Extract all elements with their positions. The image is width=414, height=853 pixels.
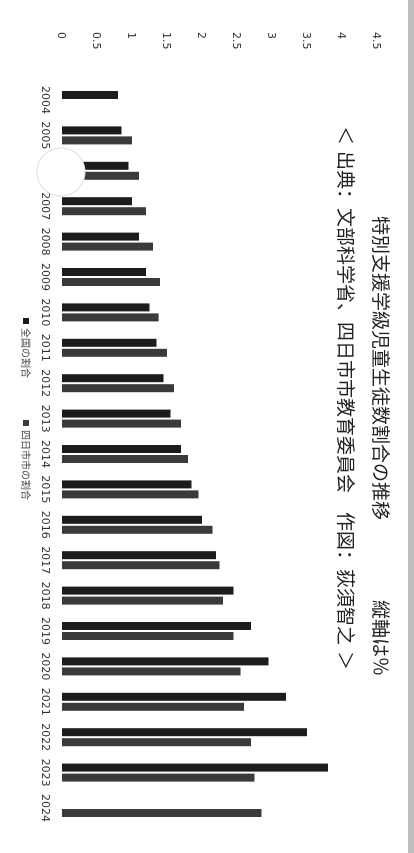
y-tick-label: 3.5 <box>300 32 313 50</box>
bar-yokkaichi <box>62 207 146 216</box>
x-tick-label: 2005 <box>39 121 52 149</box>
bar-yokkaichi <box>62 384 174 393</box>
y-tick-label: 1 <box>125 32 138 39</box>
bar-national <box>62 657 269 666</box>
x-tick-label: 2022 <box>39 723 52 751</box>
bar-national <box>62 197 132 206</box>
bar-yokkaichi <box>62 525 213 534</box>
x-tick-label: 2011 <box>39 334 52 362</box>
x-tick-label: 2020 <box>39 652 52 680</box>
bar-national <box>62 268 146 276</box>
bar-yokkaichi <box>62 455 188 463</box>
y-tick-label: 3 <box>265 32 278 39</box>
bar-group <box>62 91 328 817</box>
x-tick-label: 2015 <box>39 475 52 503</box>
bar-yokkaichi <box>62 738 251 747</box>
x-tick-label: 2017 <box>39 546 52 574</box>
y-tick-label: 2 <box>195 32 208 39</box>
y-tick-label: 4.5 <box>370 32 383 50</box>
bar-yokkaichi <box>62 702 244 711</box>
bar-national <box>62 763 328 772</box>
y-tick-label: 4 <box>335 32 348 39</box>
bar-national <box>62 551 216 560</box>
bar-national <box>62 409 171 418</box>
bar-national <box>62 445 181 453</box>
blur-artifact <box>36 147 86 197</box>
bar-national <box>62 515 202 524</box>
bar-national <box>62 480 192 489</box>
x-tick-label: 2010 <box>39 298 52 326</box>
x-tick-label: 2009 <box>39 263 52 291</box>
y-tick-label: 2.5 <box>230 32 243 50</box>
chart-title-suffix: 縦軸は％ <box>369 600 391 676</box>
chart-subtitle: ＜ 出典：文部科学省、四日市市教育委員会 作図：荻須智之 ＞ <box>334 126 356 670</box>
legend-label-yokkaichi: 四日市市の割合 <box>19 430 32 500</box>
x-tick-label: 2014 <box>39 440 52 468</box>
y-tick-label: 1.5 <box>160 32 173 50</box>
legend-swatch-yokkaichi <box>23 420 29 426</box>
bar-yokkaichi <box>62 313 159 322</box>
chart-title: 特別支援学級児童生徒数割合の推移 <box>369 216 391 520</box>
bar-yokkaichi <box>62 490 199 499</box>
bar-national <box>62 91 118 99</box>
x-tick-label: 2023 <box>39 759 52 787</box>
bar-yokkaichi <box>62 348 167 357</box>
x-axis: 2004 2005 2007 2008 2009 2010 2011 2012 2013 2014… <box>39 86 52 822</box>
bar-national <box>62 126 122 135</box>
legend-swatch-national <box>23 318 29 324</box>
bar-yokkaichi <box>62 773 255 782</box>
x-tick-label: 2013 <box>39 405 52 433</box>
x-tick-label: 2021 <box>39 688 52 716</box>
bar-yokkaichi <box>62 809 262 817</box>
bar-national <box>62 622 251 630</box>
x-tick-label: 2019 <box>39 617 52 645</box>
bar-yokkaichi <box>62 242 153 251</box>
x-tick-label: 2018 <box>39 582 52 610</box>
y-tick-label: 0.5 <box>90 32 103 50</box>
bar-national <box>62 586 234 595</box>
bar-national <box>62 374 164 383</box>
y-tick-label: 0 <box>55 32 68 39</box>
x-tick-label: 2004 <box>39 86 52 114</box>
x-tick-label: 2007 <box>39 192 52 220</box>
bar-national <box>62 692 286 701</box>
bar-yokkaichi <box>62 667 241 676</box>
bar-yokkaichi <box>62 561 220 570</box>
bar-yokkaichi <box>62 419 181 428</box>
bar-national <box>62 303 150 312</box>
bar-national <box>62 232 139 241</box>
x-tick-label: 2008 <box>39 228 52 256</box>
x-tick-label: 2016 <box>39 511 52 539</box>
bar-yokkaichi <box>62 596 223 605</box>
paper-shadow <box>408 0 414 853</box>
bar-yokkaichi <box>62 632 234 640</box>
bar-national <box>62 338 157 347</box>
bar-yokkaichi <box>62 278 160 286</box>
bar-yokkaichi <box>62 136 132 145</box>
legend-label-national: 全国の割合 <box>19 328 32 378</box>
y-axis: 0 0.5 1 1.5 2 2.5 3 3.5 4 4.5 <box>55 32 383 50</box>
x-tick-label: 2012 <box>39 369 52 397</box>
legend: 全国の割合 四日市市の割合 <box>19 318 32 500</box>
x-tick-label: 2024 <box>39 794 52 822</box>
bar-national <box>62 728 307 737</box>
